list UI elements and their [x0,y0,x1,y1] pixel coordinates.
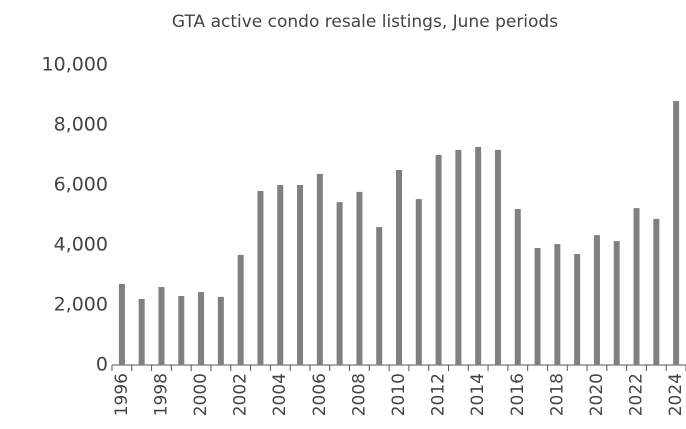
x-tick-label: 1996 [112,373,132,416]
bar [475,146,482,365]
x-tick-label: 2002 [231,373,251,416]
bar [198,292,205,365]
bar [653,218,660,365]
bar [534,248,541,365]
x-tick-label: 2016 [508,373,528,416]
y-tick-label: 4,000 [54,234,108,256]
bar [396,170,402,365]
bar [297,185,304,365]
bar [158,287,165,365]
bar [277,185,284,365]
y-tick-label: 8,000 [54,114,108,136]
x-tick-label: 2008 [349,373,369,416]
y-tick-label: 2,000 [54,294,108,316]
bar [257,191,264,365]
x-tick-label: 2014 [468,373,488,416]
x-tick-label: 2020 [587,373,607,416]
bar [633,208,640,365]
x-tick-label: 2022 [627,373,647,416]
y-tick-label: 6,000 [54,174,108,196]
bar [376,227,383,365]
bar [593,235,600,365]
x-tick-label: 2004 [270,373,290,416]
bar [574,254,581,365]
x-tick-label: 2018 [547,373,567,416]
bar [554,244,561,365]
x-tick-label: 2012 [429,373,449,416]
x-tick-label: 2010 [389,373,409,416]
chart-title: GTA active condo resale listings, June p… [172,12,558,32]
bar [356,191,363,365]
bar [673,101,680,365]
bar [514,209,521,365]
x-tick-label: 1998 [151,373,171,416]
x-tick-label: 2000 [191,373,211,416]
y-tick-label: 10,000 [42,54,108,76]
bar [435,155,442,365]
bar [494,149,501,365]
bar [237,254,244,365]
bar [178,296,185,365]
x-tick-label: 2006 [310,373,330,416]
bar [415,199,422,365]
bar [336,202,343,365]
bar [118,284,125,365]
bar [316,173,323,365]
bar [138,299,145,365]
y-tick-label: 0 [96,354,108,376]
bar [217,296,224,365]
x-tick-label: 2024 [666,373,686,416]
bar [613,241,620,365]
bar [455,149,462,365]
